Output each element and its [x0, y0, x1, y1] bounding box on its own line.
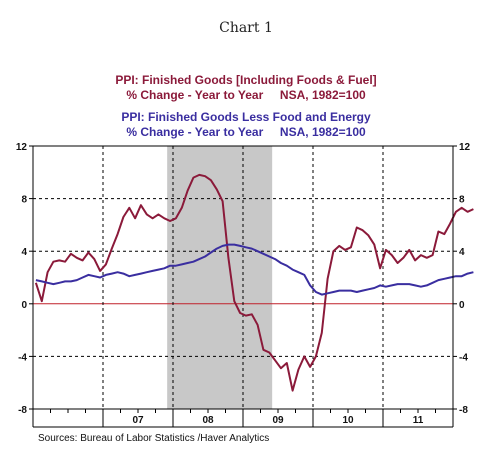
x-tick-label: 09	[272, 415, 284, 426]
y-tick-label-right: 8	[459, 195, 465, 206]
legend-series2-desc: % Change - Year to Year NSA, 1982=100	[126, 125, 366, 139]
y-tick-label-left: 8	[21, 195, 27, 206]
y-tick-label-left: 4	[21, 247, 27, 258]
y-tick-label-right: 0	[459, 300, 465, 311]
plot-frame	[32, 145, 454, 410]
y-tick-label-left: 0	[21, 300, 27, 311]
series-line-2	[35, 243, 474, 296]
legend-series2-name: PPI: Finished Goods Less Food and Energy	[121, 110, 371, 124]
x-tick-label: 08	[202, 415, 214, 426]
y-tick-label-right: -8	[459, 405, 468, 416]
y-tick-label-right: -4	[459, 352, 468, 363]
series-line-1	[34, 173, 474, 392]
x-tick-label: 07	[132, 415, 144, 426]
y-tick-label-left: -8	[18, 405, 27, 416]
y-tick-label-right: 4	[459, 247, 465, 258]
chart-title: Chart 1	[219, 20, 273, 36]
source-note: Sources: Bureau of Labor Statistics /Hav…	[38, 433, 270, 444]
recession-shading	[167, 146, 273, 409]
legend-series1-name: PPI: Finished Goods [Including Foods & F…	[115, 73, 377, 87]
y-tick-label-left: 12	[16, 142, 28, 153]
y-tick-label-right: 12	[459, 142, 471, 153]
x-tick-label: 11	[413, 415, 424, 426]
legend-series1-desc: % Change - Year to Year NSA, 1982=100	[126, 88, 366, 102]
x-tick-label: 10	[342, 415, 354, 426]
y-tick-label-left: -4	[18, 352, 27, 363]
